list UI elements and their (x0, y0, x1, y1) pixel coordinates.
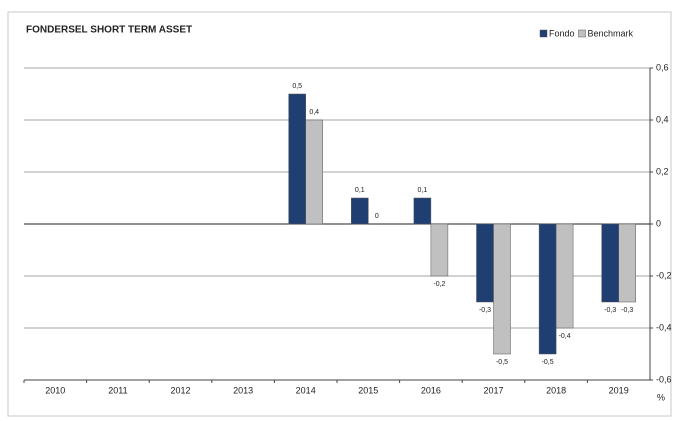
y-tick-label: 0,2 (656, 166, 669, 176)
y-tick-label: -0,4 (656, 322, 672, 332)
bar (430, 223, 449, 277)
y-tick-label: -0,2 (656, 270, 672, 280)
y-tick-label: 0 (656, 218, 661, 228)
y-tick-label: -0,6 (656, 374, 672, 384)
x-tick-label: 2016 (421, 385, 441, 395)
legend-label: Fondo (549, 28, 575, 38)
x-tick-label: 2011 (108, 385, 127, 395)
value-label: 0 (375, 213, 379, 220)
y-axis-label: % (657, 392, 665, 402)
x-tick-label: 2019 (609, 385, 629, 395)
bar (305, 119, 323, 225)
legend-swatch (539, 29, 548, 38)
bar (413, 197, 432, 225)
legend-swatch (578, 29, 586, 38)
bar (555, 223, 574, 329)
value-label: -0,5 (496, 359, 508, 366)
value-label: 0,1 (418, 187, 428, 194)
x-tick-label: 2012 (170, 385, 190, 395)
bar (601, 223, 619, 303)
value-label: -0,3 (621, 307, 633, 314)
frame (7, 11, 672, 417)
bar (288, 93, 306, 225)
value-label: -0,3 (604, 307, 616, 314)
bar (493, 223, 511, 355)
value-label: -0,2 (433, 281, 445, 288)
chart-title: FONDERSEL SHORT TERM ASSET (26, 25, 192, 36)
value-label: -0,4 (559, 333, 571, 340)
x-tick-label: 2013 (233, 385, 253, 395)
bar (538, 223, 557, 355)
value-label: 0,1 (355, 187, 365, 194)
value-label: -0,5 (542, 359, 554, 366)
x-tick-label: 2017 (483, 385, 503, 395)
x-tick-label: 2018 (546, 385, 566, 395)
y-tick-label: 0,6 (656, 62, 669, 72)
x-tick-label: 2015 (358, 385, 378, 395)
bar (351, 197, 369, 225)
value-label: 0,4 (309, 109, 319, 116)
value-label: -0,3 (479, 307, 491, 314)
value-label: 0,5 (292, 83, 302, 90)
x-tick-label: 2014 (296, 385, 316, 395)
legend-label: Benchmark (588, 28, 634, 38)
bar (476, 223, 494, 303)
bar (618, 223, 636, 303)
x-tick-label: 2010 (45, 385, 65, 395)
y-tick-label: 0,4 (656, 114, 669, 124)
